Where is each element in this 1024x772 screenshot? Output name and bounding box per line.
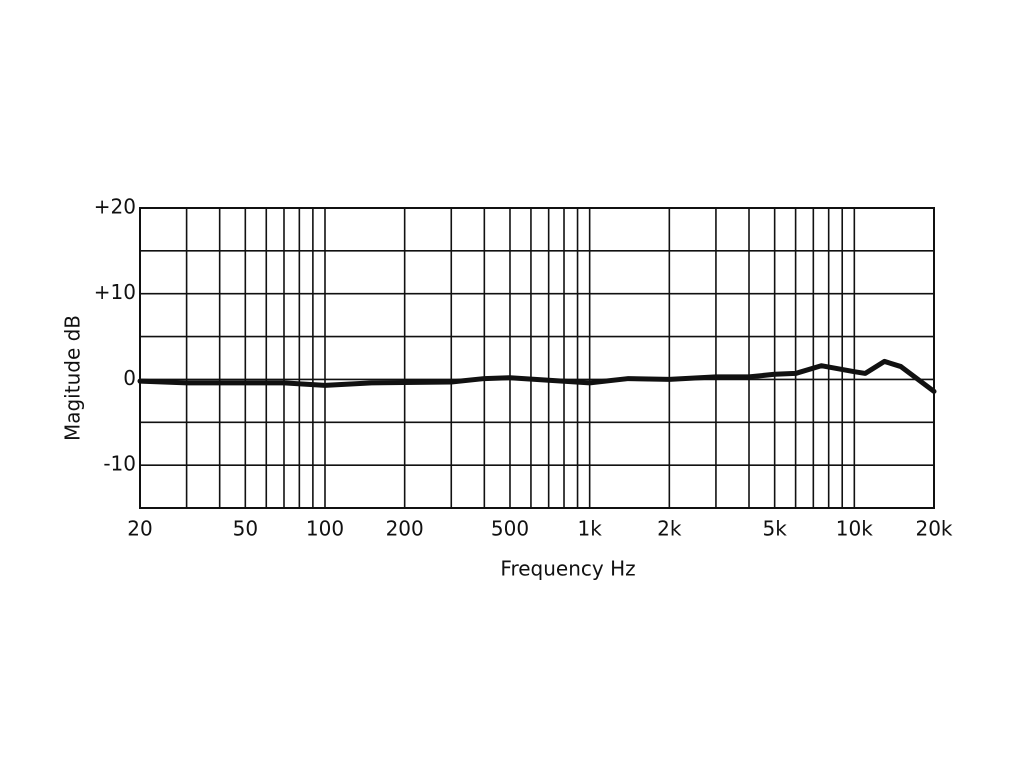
y-tick-label: 0 bbox=[123, 366, 136, 390]
x-tick-label: 50 bbox=[233, 517, 258, 541]
y-axis-title: Magitude dB bbox=[61, 315, 85, 441]
x-tick-label: 200 bbox=[386, 517, 424, 541]
x-axis-title: Frequency Hz bbox=[500, 557, 635, 581]
x-tick-label: 20 bbox=[127, 517, 152, 541]
x-tick-label: 100 bbox=[306, 517, 344, 541]
x-tick-label: 10k bbox=[836, 517, 873, 541]
x-tick-label: 20k bbox=[915, 517, 952, 541]
y-tick-label: -10 bbox=[103, 452, 136, 476]
x-tick-label: 5k bbox=[762, 517, 787, 541]
x-tick-label: 2k bbox=[657, 517, 682, 541]
response-curve bbox=[137, 358, 937, 394]
plot-frame bbox=[139, 207, 935, 509]
y-tick-label: +10 bbox=[94, 280, 136, 304]
x-tick-label: 500 bbox=[491, 517, 529, 541]
x-tick-label: 1k bbox=[578, 517, 603, 541]
y-tick-label: +20 bbox=[94, 195, 136, 219]
